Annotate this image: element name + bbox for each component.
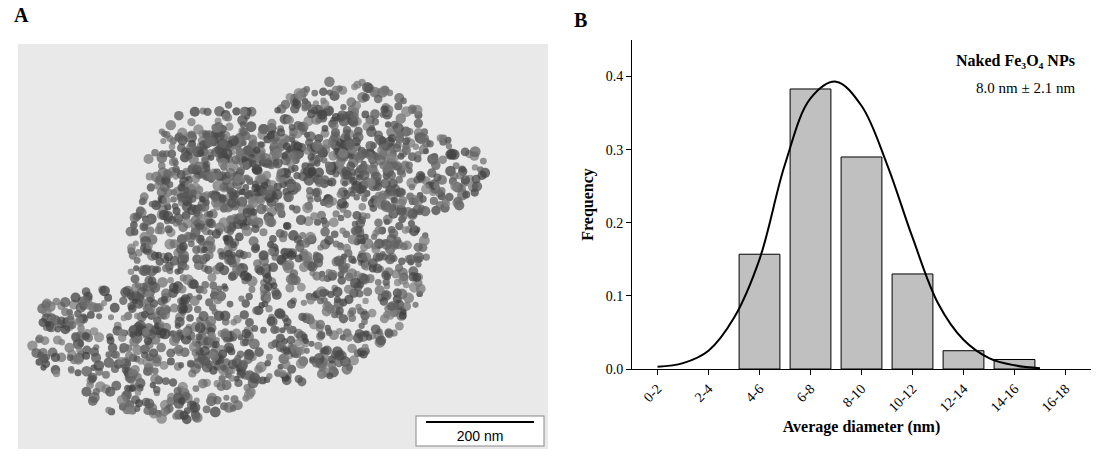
svg-text:14-16: 14-16 [988,381,1022,415]
svg-text:0.0: 0.0 [606,362,624,377]
svg-text:B: B [574,9,587,31]
svg-text:0.4: 0.4 [606,69,624,84]
svg-text:Average diameter (nm): Average diameter (nm) [783,418,941,436]
svg-text:8.0 nm ± 2.1 nm: 8.0 nm ± 2.1 nm [976,80,1075,96]
svg-text:4-6: 4-6 [743,381,767,405]
svg-text:Naked Fe₃O₄ NPs: Naked Fe₃O₄ NPs [956,52,1075,69]
svg-text:Frequency: Frequency [579,168,597,241]
svg-text:0.2: 0.2 [606,216,624,231]
svg-text:0-2: 0-2 [641,381,665,405]
svg-text:200 nm: 200 nm [457,428,504,444]
svg-text:6-8: 6-8 [794,381,818,405]
svg-text:0.1: 0.1 [606,289,624,304]
svg-text:8-10: 8-10 [840,381,869,410]
html-text:A: A [14,4,29,26]
svg-text:12-14: 12-14 [937,381,971,415]
svg-text:10-12: 10-12 [886,381,920,415]
svg-text:0.3: 0.3 [606,143,624,158]
svg-text:2-4: 2-4 [692,381,716,405]
svg-text:16-18: 16-18 [1039,381,1073,415]
